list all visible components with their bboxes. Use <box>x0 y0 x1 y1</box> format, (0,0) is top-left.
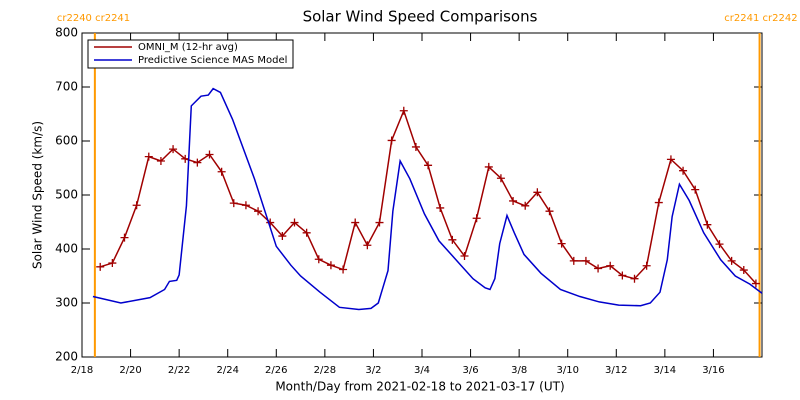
data-point <box>156 156 165 165</box>
data-point <box>521 201 530 210</box>
legend-box <box>87 39 294 69</box>
data-point <box>545 207 554 216</box>
data-point <box>496 174 505 183</box>
x-tick-label: 2/24 <box>216 365 238 376</box>
annotation: cr2241 cr2242 <box>724 13 797 24</box>
data-point <box>581 256 590 265</box>
x-tick-label: 3/8 <box>511 365 527 376</box>
data-point <box>326 261 335 270</box>
data-point <box>375 218 384 227</box>
data-point <box>618 271 627 280</box>
data-point <box>715 240 724 249</box>
x-tick-label: 3/2 <box>365 365 381 376</box>
data-point <box>727 256 736 265</box>
y-tick-label: 200 <box>55 350 78 364</box>
data-point <box>436 203 445 212</box>
data-point <box>424 161 433 170</box>
x-tick-label: 2/26 <box>265 365 287 376</box>
data-point <box>217 167 226 176</box>
data-point <box>691 185 700 194</box>
data-point <box>642 261 651 270</box>
data-point <box>630 274 639 283</box>
data-point <box>278 232 287 241</box>
data-point <box>387 136 396 145</box>
y-tick-label: 800 <box>55 26 78 40</box>
data-point <box>703 220 712 229</box>
y-tick-label: 600 <box>55 134 78 148</box>
data-point <box>557 239 566 248</box>
x-tick-label: 3/6 <box>463 365 479 376</box>
data-point <box>96 262 105 271</box>
legend-label: Predictive Science MAS Model <box>138 55 287 66</box>
data-point <box>509 196 518 205</box>
data-point <box>448 235 457 244</box>
x-tick-label: 2/28 <box>314 365 336 376</box>
data-point <box>290 218 299 227</box>
data-point <box>205 150 214 159</box>
data-point <box>666 155 675 164</box>
data-point <box>751 279 760 288</box>
series-line <box>99 108 757 285</box>
data-point <box>181 154 190 163</box>
data-point <box>399 106 408 115</box>
data-point <box>144 152 153 161</box>
y-axis-label: Solar Wind Speed (km/s) <box>31 121 45 269</box>
data-point <box>120 233 129 242</box>
data-point <box>339 265 348 274</box>
data-point <box>363 241 372 250</box>
data-point <box>241 201 250 210</box>
data-point <box>654 198 663 207</box>
y-tick-label: 700 <box>55 80 78 94</box>
data-point <box>472 214 481 223</box>
data-point <box>679 166 688 175</box>
data-point <box>229 199 238 208</box>
data-point <box>533 188 542 197</box>
data-point <box>460 252 469 261</box>
chart-title: Solar Wind Speed Comparisons <box>303 8 538 26</box>
data-point <box>108 259 117 268</box>
data-point <box>594 264 603 273</box>
x-tick-label: 3/4 <box>414 365 430 376</box>
series-line <box>92 87 763 311</box>
y-tick-label: 300 <box>55 296 78 310</box>
x-tick-label: 3/10 <box>556 365 578 376</box>
plot-frame <box>81 32 763 358</box>
data-point <box>739 266 748 275</box>
annotation: cr2240 cr2241 <box>57 13 130 24</box>
data-point <box>169 145 178 154</box>
data-point <box>351 218 360 227</box>
x-tick-label: 3/14 <box>654 365 676 376</box>
data-point <box>132 201 141 210</box>
data-point <box>193 158 202 167</box>
data-point <box>484 162 493 171</box>
data-point <box>569 256 578 265</box>
data-point <box>302 228 311 237</box>
data-point <box>606 261 615 270</box>
x-axis-label: Month/Day from 2021-02-18 to 2021-03-17 … <box>275 380 564 394</box>
x-tick-label: 3/16 <box>702 365 724 376</box>
x-tick-label: 3/12 <box>605 365 627 376</box>
data-point <box>411 142 420 151</box>
y-tick-label: 500 <box>55 188 78 202</box>
x-tick-label: 2/22 <box>168 365 190 376</box>
x-tick-label: 2/18 <box>71 365 93 376</box>
y-tick-label: 400 <box>55 242 78 256</box>
data-point <box>254 207 263 216</box>
x-tick-label: 2/20 <box>119 365 141 376</box>
legend-label: OMNI_M (12-hr avg) <box>138 42 238 53</box>
data-point <box>314 255 323 264</box>
